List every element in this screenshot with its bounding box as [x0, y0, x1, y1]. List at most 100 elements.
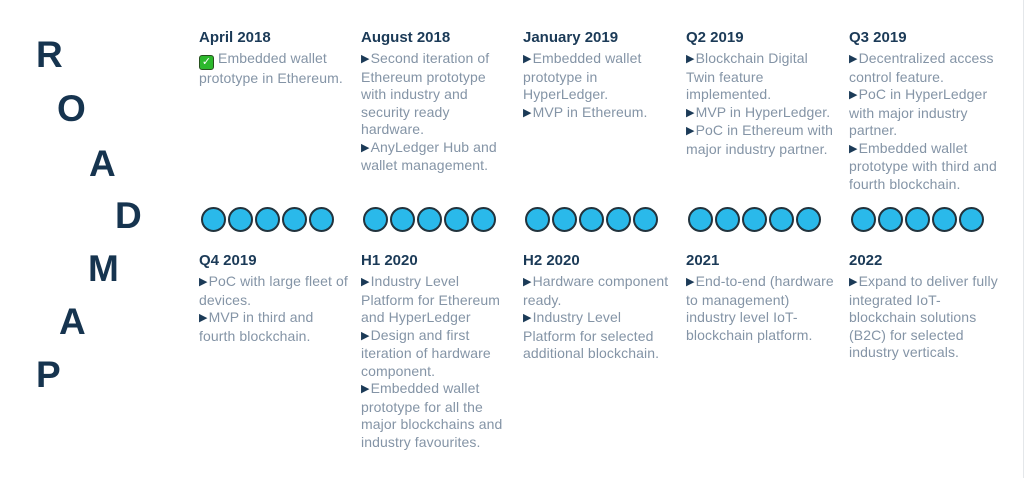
milestone-dot — [201, 207, 226, 232]
milestone-text: AnyLedger Hub and wallet management. — [361, 138, 497, 174]
phase-items: ▶Expand to deliver fully integrated IoT-… — [849, 273, 999, 362]
phase-bottom: H1 2020 ▶ Industry Level Platform for Eth… — [361, 252, 511, 451]
roadmap-letter: A — [59, 301, 86, 342]
milestone-dots — [525, 207, 658, 232]
milestone-dot — [444, 207, 469, 232]
milestone-item: ▶Blockchain Digital Twin feature impleme… — [686, 50, 836, 104]
phase-items: ✓ Embedded wallet prototype in Ethereum. — [199, 50, 349, 88]
milestone-text: End-to-end (hardware to management) indu… — [686, 273, 834, 343]
milestone-text: MVP in Ethereum. — [532, 103, 648, 120]
phase-items: ▶Embedded wallet prototype in HyperLedge… — [523, 50, 673, 122]
milestone-item: ▶Decentralized access control feature. — [849, 50, 999, 86]
check-icon: ✓ — [199, 55, 214, 70]
phase-top: August 2018 ▶Second iteration of Ethereu… — [361, 29, 511, 175]
phase-top: Q3 2019 ▶Decentralized access control fe… — [849, 29, 999, 193]
milestone-dot — [769, 207, 794, 232]
milestone-item: ▶Expand to deliver fully integrated IoT-… — [849, 273, 999, 362]
milestone-item: ▶MVP in HyperLedger. — [686, 104, 836, 123]
milestone-dot — [688, 207, 713, 232]
roadmap-column: Q3 2019 ▶Decentralized access control fe… — [849, 0, 999, 478]
phase-date: January 2019 — [523, 29, 619, 46]
milestone-item: ▶PoC in HyperLedger with major industry … — [849, 86, 999, 140]
milestone-item: ▶Embedded wallet prototype with third an… — [849, 140, 999, 194]
milestone-dot — [228, 207, 253, 232]
milestone-dot — [606, 207, 631, 232]
roadmap-letter: P — [36, 354, 61, 395]
milestone-item: ▶PoC with large fleet of devices. — [199, 273, 349, 309]
arrow-right-icon: ▶ — [686, 105, 695, 119]
phase-date: April 2018 — [199, 29, 271, 46]
arrow-right-icon: ▶ — [849, 88, 858, 101]
roadmap-column: April 2018 ✓ Embedded wallet prototype in… — [199, 0, 349, 478]
arrow-right-icon: ▶ — [849, 141, 858, 155]
milestone-dot — [525, 207, 550, 232]
arrow-right-icon: ▶ — [523, 52, 532, 65]
phase-top: January 2019 ▶Embedded wallet prototype … — [523, 29, 673, 122]
milestone-text: Second iteration of Ethereum prototype w… — [361, 50, 490, 137]
arrow-right-icon: ▶ — [199, 275, 208, 288]
roadmap-column: August 2018 ▶Second iteration of Ethereu… — [361, 0, 511, 478]
arrow-right-icon: ▶ — [849, 275, 858, 288]
phase-date: August 2018 — [361, 29, 451, 46]
phase-bottom: 2022 ▶Expand to deliver fully integrated… — [849, 252, 999, 362]
milestone-text: PoC with large fleet of devices. — [199, 273, 348, 308]
milestone-dot — [552, 207, 577, 232]
milestone-dot — [471, 207, 496, 232]
roadmap-letter: A — [89, 143, 116, 184]
arrow-right-icon: ▶ — [849, 52, 858, 65]
milestone-text: Embedded wallet prototype in HyperLedger… — [523, 50, 642, 102]
phase-date: 2022 — [849, 252, 883, 269]
phase-items: ▶End-to-end (hardware to management) ind… — [686, 273, 836, 344]
milestone-dot — [959, 207, 984, 232]
milestone-item: ✓ Embedded wallet prototype in Ethereum. — [199, 50, 349, 88]
roadmap-letter: D — [115, 195, 142, 236]
milestone-dot — [796, 207, 821, 232]
milestone-text: Expand to deliver fully integrated IoT-b… — [849, 273, 998, 360]
milestone-dots — [851, 207, 984, 232]
milestone-text: Hardware component ready. — [523, 273, 669, 308]
milestone-dot — [363, 207, 388, 232]
milestone-text: PoC in HyperLedger with major industry p… — [849, 86, 988, 138]
milestone-dot — [905, 207, 930, 232]
milestone-text: PoC in Ethereum with major industry part… — [686, 122, 833, 157]
milestone-item: ▶Hardware component ready. — [523, 273, 673, 309]
phase-date: H2 2020 — [523, 252, 580, 269]
roadmap-letter: M — [88, 248, 119, 289]
phase-bottom: Q4 2019 ▶PoC with large fleet of devices… — [199, 252, 349, 345]
milestone-dot — [579, 207, 604, 232]
milestone-item: ▶End-to-end (hardware to management) ind… — [686, 273, 836, 344]
roadmap-letter: R — [36, 34, 63, 75]
milestone-dot — [417, 207, 442, 232]
milestone-dot — [932, 207, 957, 232]
milestone-dot — [255, 207, 280, 232]
milestone-item: ▶Embedded wallet prototype in HyperLedge… — [523, 50, 673, 104]
roadmap-letter: O — [57, 88, 86, 129]
phase-date: 2021 — [686, 252, 720, 269]
milestone-text: Industry Level Platform for Ethereum and… — [361, 273, 501, 325]
arrow-right-icon: ▶ — [686, 52, 695, 65]
milestone-dot — [390, 207, 415, 232]
milestone-item: ▶MVP in third and fourth blockchain. — [199, 309, 349, 345]
milestone-item: ▶Design and first iteration of hardware … — [361, 327, 511, 381]
arrow-right-icon: ▶ — [199, 311, 208, 324]
arrow-right-icon: ▶ — [686, 124, 695, 137]
milestone-item: ▶AnyLedger Hub and wallet management. — [361, 139, 511, 175]
milestone-text: Embedded wallet prototype in Ethereum. — [199, 50, 343, 86]
roadmap-column: Q2 2019 ▶Blockchain Digital Twin feature… — [686, 0, 836, 478]
arrow-right-icon: ▶ — [361, 382, 370, 395]
milestone-dots — [363, 207, 496, 232]
arrow-right-icon: ▶ — [523, 105, 532, 119]
milestone-item: ▶MVP in Ethereum. — [523, 104, 673, 123]
phase-top: Q2 2019 ▶Blockchain Digital Twin feature… — [686, 29, 836, 158]
phase-date: H1 2020 — [361, 252, 418, 269]
arrow-right-icon: ▶ — [361, 140, 370, 154]
milestone-dot — [633, 207, 658, 232]
phase-items: ▶PoC with large fleet of devices. ▶MVP in… — [199, 273, 349, 345]
milestone-text: Embedded wallet prototype for all the ma… — [361, 380, 503, 450]
milestone-item: ▶Second iteration of Ethereum prototype … — [361, 50, 511, 139]
phase-bottom: 2021 ▶End-to-end (hardware to management… — [686, 252, 836, 344]
phase-items: ▶Decentralized access control feature. ▶P… — [849, 50, 999, 193]
milestone-item: ▶Embedded wallet prototype for all the m… — [361, 380, 511, 451]
milestone-text: Design and first iteration of hardware c… — [361, 326, 491, 379]
